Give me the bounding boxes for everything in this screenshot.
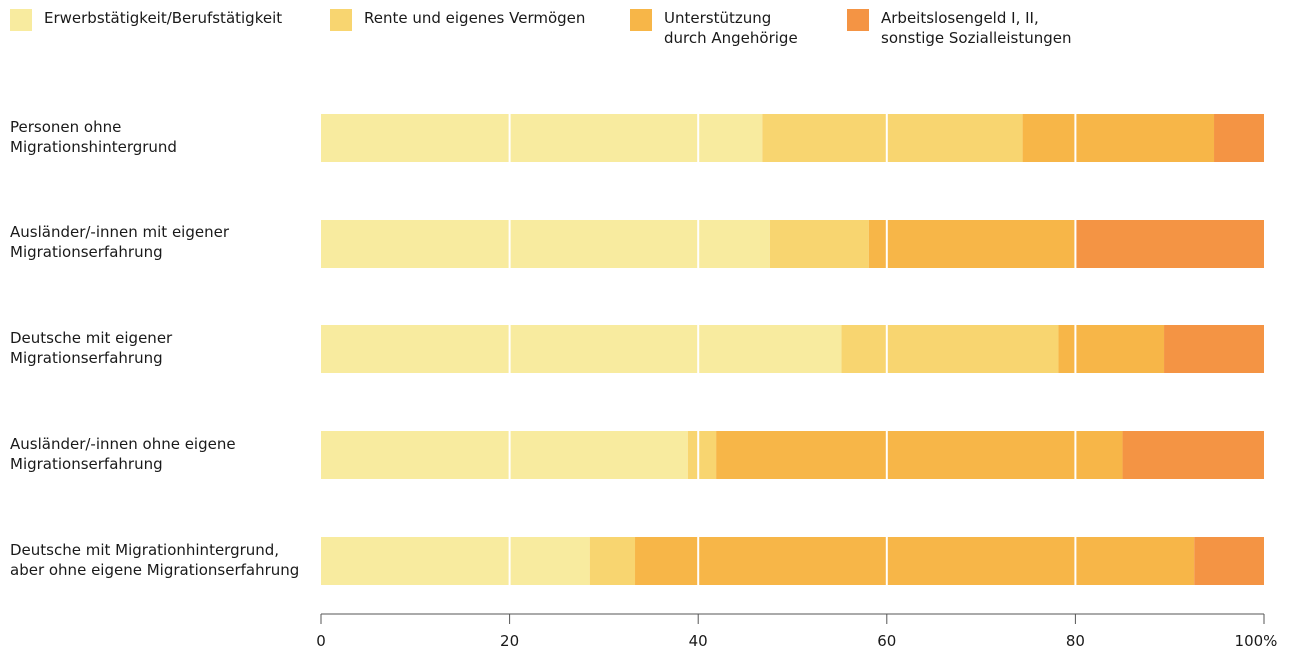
bar-segment-rente-row-5 — [589, 537, 636, 585]
bar-segment-erwerbstaetigkeit-row-5 — [321, 537, 590, 585]
x-tick-label-40: 40 — [689, 632, 708, 650]
bar-segment-arbeitslosengeld-row-5 — [1194, 537, 1264, 585]
legend-label-arbeitslosengeld: Arbeitslosengeld I, II, sonstige Soziall… — [881, 9, 1072, 47]
legend-swatch-unterstuetzung — [630, 9, 652, 31]
bar-segment-arbeitslosengeld-row-4 — [1122, 431, 1264, 479]
x-tick-label-0: 0 — [316, 632, 326, 650]
x-tick-label-100: 100% — [1235, 632, 1278, 650]
bar-segment-erwerbstaetigkeit-row-4 — [321, 431, 688, 479]
bar-segment-erwerbstaetigkeit-row-2 — [321, 220, 770, 268]
bar-segment-unterstuetzung-row-5 — [635, 537, 1195, 585]
bar-segment-rente-row-4 — [687, 431, 717, 479]
category-label-deutsche-mit-erfahrung: Deutsche mit eigener Migrationserfahrung — [10, 329, 173, 367]
bar-segment-arbeitslosengeld-row-2 — [1076, 220, 1264, 268]
bar-segment-erwerbstaetigkeit-row-3 — [321, 325, 842, 373]
x-tick-label-80: 80 — [1066, 632, 1085, 650]
bar-segment-arbeitslosengeld-row-3 — [1164, 325, 1264, 373]
legend-item-unterstuetzung: Unterstützung durch Angehörige — [630, 8, 798, 48]
bar-segment-unterstuetzung-row-1 — [1022, 114, 1215, 162]
bar-segment-unterstuetzung-row-3 — [1058, 325, 1165, 373]
x-tick-label-20: 20 — [500, 632, 519, 650]
bar-segment-rente-row-2 — [769, 220, 869, 268]
category-label-auslaender-ohne-erfahrung: Ausländer/-innen ohne eigene Migrationse… — [10, 435, 236, 473]
legend-item-rente: Rente und eigenes Vermögen — [330, 8, 585, 31]
legend: Erwerbstätigkeit/Berufstätigkeit Rente u… — [0, 0, 1300, 70]
x-tick-label-60: 60 — [877, 632, 896, 650]
bar-segment-unterstuetzung-row-4 — [716, 431, 1123, 479]
legend-item-erwerbstaetigkeit: Erwerbstätigkeit/Berufstätigkeit — [10, 8, 282, 31]
legend-label-unterstuetzung: Unterstützung durch Angehörige — [664, 9, 798, 47]
legend-label-rente: Rente und eigenes Vermögen — [364, 9, 586, 27]
category-label-auslaender-mit-erfahrung: Ausländer/-innen mit eigener Migrationse… — [10, 223, 229, 261]
legend-item-arbeitslosengeld: Arbeitslosengeld I, II, sonstige Soziall… — [847, 8, 1072, 48]
bar-segment-rente-row-1 — [762, 114, 1023, 162]
category-label-ohne-migrationshintergrund: Personen ohne Migrationshintergrund — [10, 118, 177, 156]
legend-swatch-arbeitslosengeld — [847, 9, 869, 31]
bar-segment-arbeitslosengeld-row-1 — [1214, 114, 1264, 162]
category-label-deutsche-mit-hintergrund: Deutsche mit Migrationhintergrund, aber … — [10, 541, 300, 579]
bar-segment-unterstuetzung-row-2 — [868, 220, 1077, 268]
legend-label-erwerbstaetigkeit: Erwerbstätigkeit/Berufstätigkeit — [44, 9, 283, 27]
legend-swatch-erwerbstaetigkeit — [10, 9, 32, 31]
legend-swatch-rente — [330, 9, 352, 31]
bar-segment-rente-row-3 — [841, 325, 1059, 373]
bar-segment-erwerbstaetigkeit-row-1 — [321, 114, 763, 162]
